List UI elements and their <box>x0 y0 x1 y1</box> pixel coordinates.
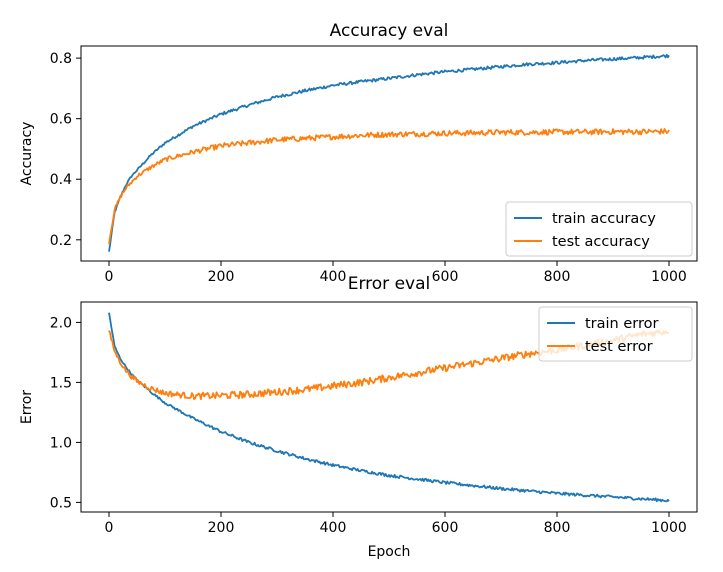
chart-title: Accuracy eval <box>330 21 449 41</box>
x-tick-label: 800 <box>544 520 571 536</box>
series-line-test-accuracy <box>108 128 670 245</box>
y-tick-label: 1.0 <box>50 435 72 451</box>
x-tick-label: 400 <box>320 520 347 536</box>
series-line-train-error <box>108 312 670 503</box>
x-axis-label: Epoch <box>368 544 411 560</box>
chart-title: Error eval <box>348 274 431 294</box>
x-tick-label: 200 <box>208 269 235 285</box>
y-tick-label: 1.5 <box>50 375 72 391</box>
series-lines <box>108 53 670 252</box>
y-tick-label: 0.2 <box>50 233 72 249</box>
x-tick-label: 0 <box>105 520 114 536</box>
x-tick-label: 800 <box>544 269 571 285</box>
legend: train accuracy test accuracy <box>505 201 693 257</box>
legend-label: test accuracy <box>552 234 650 250</box>
legend-label: test error <box>585 339 653 355</box>
x-tick-label: 400 <box>320 269 347 285</box>
x-tick-label: 1000 <box>651 269 687 285</box>
y-tick-label: 2.0 <box>50 315 72 331</box>
x-tick-label: 0 <box>105 269 114 285</box>
x-tick-label: 600 <box>432 269 459 285</box>
axes-frame <box>80 45 698 262</box>
legend-box <box>505 201 693 257</box>
x-tick-label: 200 <box>208 520 235 536</box>
y-axis-label: Error <box>19 390 35 424</box>
y-tick-label: 0.4 <box>50 172 72 188</box>
legend: train error test error <box>538 306 693 362</box>
y-tick-label: 0.5 <box>50 495 72 511</box>
y-tick-label: 0.8 <box>50 51 72 67</box>
legend-label: train accuracy <box>552 211 656 227</box>
y-tick-label: 0.6 <box>50 112 72 128</box>
accuracy-plot: 0 200 400 600 800 1000 0.2 0.4 0.6 0.8 Accuracy ev… <box>19 21 698 285</box>
legend-box <box>538 306 693 362</box>
x-tick-label: 600 <box>432 520 459 536</box>
x-tick-label: 1000 <box>651 520 687 536</box>
error-plot: 0 200 400 600 800 1000 0.5 1.0 1.5 2.0 Error eval E… <box>19 274 698 560</box>
legend-label: train error <box>585 316 659 332</box>
y-axis-label: Accuracy <box>19 122 35 186</box>
axes-frame <box>80 301 698 513</box>
series-line-train-accuracy <box>108 53 670 252</box>
